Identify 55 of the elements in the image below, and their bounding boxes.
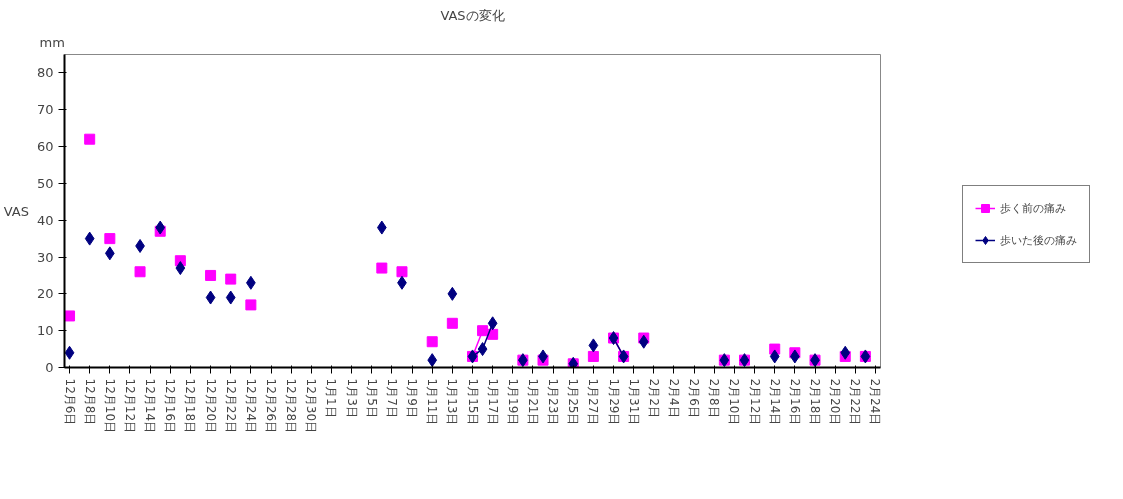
legend-label: 歩いた後の痛み [1000,232,1077,248]
x-tick-label: 1月3日 [344,378,359,418]
y-tick-label: 0 [45,360,54,375]
x-tick-label: 1月25日 [566,378,581,426]
x-tick-label: 2月4日 [666,378,681,418]
y-tick-label: 20 [36,286,54,302]
x-tick-label: 2月2日 [646,378,661,418]
x-tick-label: 1月27日 [586,378,601,426]
x-tick-label: 12月30日 [304,378,319,434]
x-tick-label: 12月28日 [284,378,299,434]
y-axis-title: VAS [3,203,29,219]
x-tick-label: 1月21日 [525,378,540,426]
x-tick-label: 1月17日 [485,378,500,426]
x-tick-label: 12月16日 [163,378,178,434]
y-tick-label: 60 [36,139,54,155]
x-tick-label: 2月22日 [848,378,863,426]
y-tick-label: 70 [36,102,54,118]
x-tick-label: 12月22日 [223,378,238,434]
x-tick-label: 1月7日 [384,378,399,418]
x-tick-label: 1月31日 [626,378,641,426]
x-tick-label: 2月6日 [687,378,702,418]
x-tick-label: 1月19日 [505,378,520,426]
x-tick-label: 1月29日 [606,378,621,426]
x-tick-label: 12月8日 [82,378,97,426]
x-tick-label: 12月14日 [143,378,158,434]
legend-label: 歩く前の痛み [1000,200,1066,216]
y-tick-label: 50 [36,175,54,191]
x-tick-label: 12月18日 [183,378,198,434]
y-tick-label: 30 [36,249,54,265]
x-tick-label: 1月1日 [324,378,339,418]
x-tick-label: 12月12日 [122,378,137,434]
y-tick-label: 80 [36,65,54,81]
x-tick-label: 1月23日 [546,378,561,426]
x-tick-label: 12月20日 [203,378,218,434]
x-tick-label: 12月6日 [62,378,77,426]
y-tick-label: 10 [36,323,54,339]
x-tick-label: 2月16日 [787,378,802,426]
x-tick-label: 1月15日 [465,378,480,426]
y-tick-label: 40 [36,212,54,228]
x-tick-label: 12月10日 [102,378,117,434]
x-tick-label: 1月13日 [445,378,460,426]
x-tick-label: 2月20日 [828,378,843,426]
chart-title: VASの変化 [440,7,505,23]
x-tick-label: 2月14日 [767,378,782,426]
x-tick-label: 2月10日 [727,378,742,426]
x-tick-label: 2月18日 [808,378,823,426]
x-tick-label: 2月8日 [707,378,722,418]
x-tick-label: 2月24日 [868,378,883,426]
x-tick-label: 1月9日 [405,378,420,418]
x-tick-label: 1月5日 [364,378,379,418]
x-tick-label: 12月24日 [243,378,258,434]
x-tick-label: 1月11日 [425,378,440,426]
text: mm [39,34,65,50]
x-tick-label: 12月26日 [264,378,279,434]
x-tick-label: 2月12日 [747,378,762,426]
